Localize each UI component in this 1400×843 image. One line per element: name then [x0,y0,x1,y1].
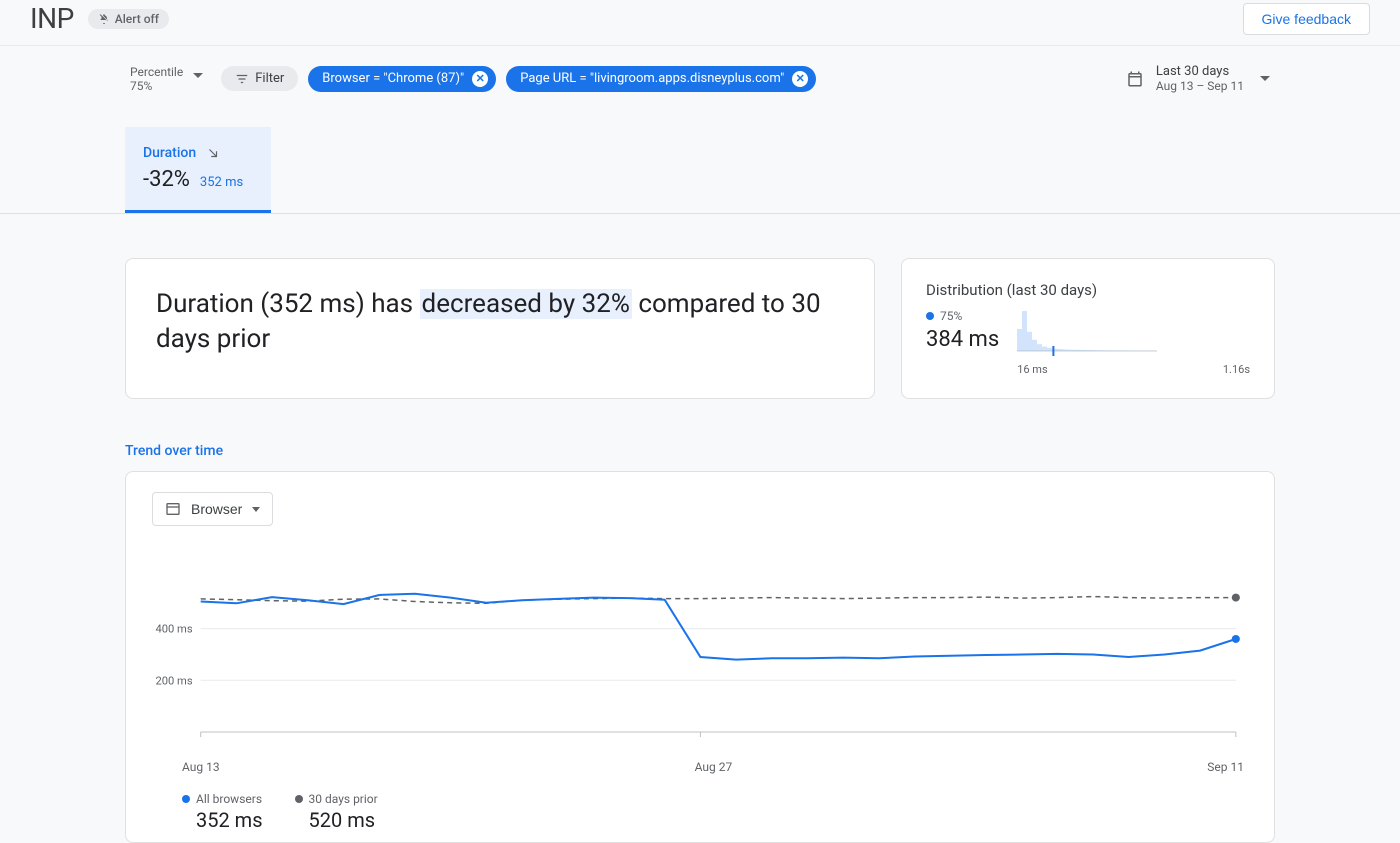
percentile-selector[interactable]: Percentile 75% [130,65,203,93]
date-range-range: Aug 13 – Sep 11 [1156,79,1244,93]
legend-value: 520 ms [295,808,378,832]
tab-change-pct: -32% [143,167,190,192]
filter-chip-browser[interactable]: Browser = "Chrome (87)" ✕ [308,66,496,92]
page-header: INP Alert off Give feedback [0,0,1400,46]
alert-off-chip[interactable]: Alert off [88,9,169,29]
trend-line-chart: 200 ms 400 ms [152,556,1248,756]
filter-chip-text: Browser = "Chrome (87)" [322,71,464,86]
svg-text:200 ms: 200 ms [155,674,192,687]
filter-icon [235,72,249,86]
distribution-histogram [1017,309,1157,357]
tab-value-ms: 352 ms [200,175,243,190]
page-title: INP [30,2,74,35]
chevron-down-icon [252,507,260,512]
x-label: Sep 11 [1207,760,1244,774]
trend-card: Browser 200 ms 400 ms Aug 13 Aug 27 Sep 1… [125,471,1275,843]
legend-label: 30 days prior [309,792,378,806]
p75-dot-icon [926,312,934,320]
filter-chip-text: Page URL = "livingroom.apps.disneyplus.c… [520,71,784,86]
percentile-label: Percentile [130,65,183,79]
distribution-min-label: 16 ms [1017,363,1047,376]
summary-card: Duration (352 ms) has decreased by 32% c… [125,258,875,399]
give-feedback-button[interactable]: Give feedback [1243,3,1371,35]
x-label: Aug 13 [182,760,220,774]
close-icon[interactable]: ✕ [472,71,488,87]
window-icon [165,501,181,517]
bell-off-icon [98,13,110,25]
calendar-icon [1126,70,1144,88]
tab-label: Duration [143,145,196,161]
tab-duration[interactable]: Duration -32% 352 ms [125,127,271,213]
legend-dot-icon [182,795,190,803]
distribution-max-label: 1.16s [1223,363,1250,376]
breakdown-dropdown-label: Browser [191,501,242,517]
legend-label: All browsers [196,792,262,806]
summary-highlight: decreased by 32% [420,289,632,319]
close-icon[interactable]: ✕ [792,71,808,87]
legend-value: 352 ms [182,808,263,832]
filter-button[interactable]: Filter [221,66,298,91]
filter-button-label: Filter [255,71,284,86]
x-label: Aug 27 [695,760,733,774]
trend-legend: All browsers 352 ms 30 days prior 520 ms [152,774,1248,832]
svg-text:400 ms: 400 ms [155,623,192,636]
filter-bar: Percentile 75% Filter Browser = "Chrome … [0,46,1400,111]
date-range-label: Last 30 days [1156,64,1244,79]
chevron-down-icon [193,73,203,78]
percentile-value: 75% [130,79,183,93]
summary-text: Duration (352 ms) has decreased by 32% c… [156,287,844,357]
alert-off-label: Alert off [115,12,159,26]
distribution-value: 384 ms [926,327,999,352]
arrow-down-right-icon [206,146,220,160]
legend-item-current: All browsers 352 ms [182,792,263,832]
filter-chip-page-url[interactable]: Page URL = "livingroom.apps.disneyplus.c… [506,66,816,92]
metric-tabs: Duration -32% 352 ms [0,127,1400,214]
p75-label: 75% [940,309,962,323]
date-range-picker[interactable]: Last 30 days Aug 13 – Sep 11 [1126,64,1270,93]
legend-item-prior: 30 days prior 520 ms [295,792,378,832]
distribution-title: Distribution (last 30 days) [926,281,1250,299]
legend-dot-icon [295,795,303,803]
breakdown-dropdown[interactable]: Browser [152,492,273,526]
chevron-down-icon [1260,76,1270,81]
distribution-card: Distribution (last 30 days) 75% 384 ms 1… [901,258,1275,399]
trend-section-title: Trend over time [0,399,1400,471]
